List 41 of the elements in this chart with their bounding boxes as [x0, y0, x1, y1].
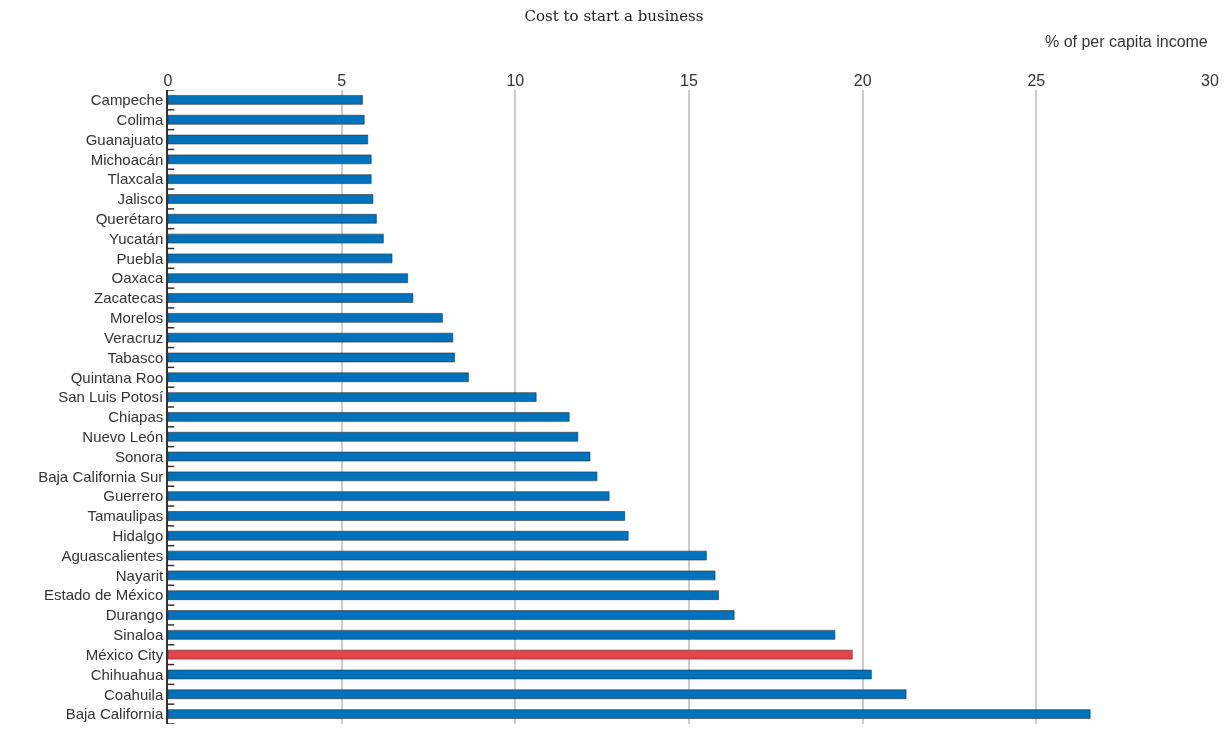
y-tick-label: México City	[85, 645, 164, 663]
y-tick-label: Coahuila	[104, 685, 164, 703]
y-tick-label: Puebla	[116, 249, 164, 267]
y-tick-label: Querétaro	[95, 210, 164, 228]
y-tick-label: Hidalgo	[112, 527, 164, 545]
y-tick-label: Estado de México	[44, 586, 164, 604]
y-tick-label: Sonora	[114, 447, 164, 465]
y-tick-label: Michoacán	[90, 150, 164, 168]
x-tick-label: 15	[680, 71, 698, 89]
y-tick-label: Zacatecas	[94, 289, 164, 307]
x-tick-label: 10	[506, 71, 525, 89]
y-tick-label: Sinaloa	[113, 626, 164, 644]
y-tick-label: Oaxaca	[111, 269, 164, 287]
x-tick-label: 20	[853, 71, 872, 89]
x-tick-label: 0	[163, 71, 173, 89]
y-tick-label: Aguascalientes	[61, 546, 164, 564]
y-tick-label: Tabasco	[107, 348, 164, 366]
y-tick-label: Chiapas	[108, 408, 164, 426]
x-tick-label: 30	[1201, 71, 1219, 89]
y-tick-label: Nuevo León	[82, 427, 164, 445]
y-tick-label: Tlaxcala	[107, 170, 164, 188]
y-tick-label: Jalisco	[117, 190, 164, 208]
x-tick-label: 25	[1027, 71, 1046, 89]
y-tick-label: Guanajuato	[85, 130, 164, 148]
y-tick-label: Yucatán	[109, 229, 164, 247]
y-tick-label: San Luis Potosí	[58, 388, 165, 406]
y-tick-label: Baja California Sur	[38, 467, 164, 485]
chart-title: Cost to start a business	[524, 7, 704, 26]
y-tick-label: Baja California	[65, 705, 164, 723]
y-tick-label: Veracruz	[104, 328, 164, 346]
x-tick-label: 5	[337, 71, 347, 89]
y-tick-label: Colima	[116, 110, 164, 128]
y-tick-label: Campeche	[90, 91, 164, 109]
y-tick-label: Tamaulipas	[87, 507, 164, 525]
y-tick-label: Nayarit	[115, 566, 165, 584]
y-tick-label: Chihuahua	[90, 665, 164, 683]
y-tick-label: Durango	[105, 606, 164, 624]
y-tick-label: Morelos	[109, 309, 164, 327]
y-tick-label: Quintana Roo	[70, 368, 164, 386]
x-axis-title: % of per capita income	[1045, 33, 1208, 50]
y-tick-label: Guerrero	[103, 487, 164, 505]
